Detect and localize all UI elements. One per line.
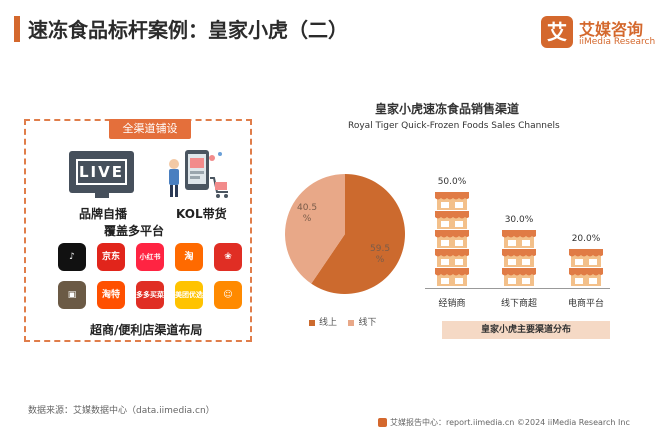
app-app-a-icon: ▣ — [58, 281, 86, 309]
bar-value-label: 20.0% — [571, 234, 601, 244]
logo-name-en: iiMedia Research — [579, 37, 656, 47]
store-icon — [435, 211, 469, 229]
footer: 艾媒报告中心：report.iimedia.cn ©2024 iiMedia R… — [378, 417, 630, 428]
store-icon — [569, 249, 603, 267]
bar-category-label: 电商平台 — [567, 299, 604, 309]
chart-title: 皇家小虎速冻食品销售渠道 — [375, 102, 520, 116]
footer-text: 艾媒报告中心：report.iimedia.cn ©2024 iiMedia R… — [390, 418, 630, 427]
platforms-label: 覆盖多平台 — [104, 224, 165, 238]
title-accent-bar — [14, 16, 20, 42]
app-douyin-icon: ♪ — [58, 243, 86, 271]
kol-label: KOL带货 — [176, 207, 227, 221]
live-label: 品牌自播 — [79, 207, 128, 221]
live-tv-icon: LIVE — [69, 151, 134, 193]
footer-logo-icon — [378, 418, 387, 427]
legend-offline: 线下 — [358, 318, 377, 328]
pie-label-online: 59.5% — [370, 244, 391, 265]
store-icon — [435, 249, 469, 267]
channel-chart-caption: 皇家小虎主要渠道分布 — [442, 321, 610, 339]
app-jd-icon: 京东 — [97, 243, 125, 271]
logo-mark-icon: 艾 — [541, 16, 573, 48]
x-axis-line — [425, 288, 610, 289]
data-source: 数据来源：艾媒数据中心（data.iimedia.cn） — [28, 406, 215, 416]
store-icon — [435, 192, 469, 210]
chart-subtitle: Royal Tiger Quick-Frozen Foods Sales Cha… — [348, 121, 560, 131]
store-icon — [502, 249, 536, 267]
bar-value-label: 50.0% — [437, 177, 467, 187]
logo-name-cn: 艾媒咨询 — [579, 20, 644, 39]
store-icon — [502, 268, 536, 286]
app-taote-icon: 淘特 — [97, 281, 125, 309]
app-pinduoduo-icon: ❀ — [214, 243, 242, 271]
legend-swatch-offline — [348, 319, 355, 326]
pie-slice-online — [311, 174, 405, 294]
app-duoduo-maicai-icon: 多多买菜 — [136, 281, 164, 309]
store-icon — [502, 230, 536, 248]
bar-category-label: 线下商超 — [500, 299, 537, 309]
bar-category-label: 经销商 — [438, 299, 466, 309]
app-xiaohongshu-icon: 小红书 — [136, 243, 164, 271]
page-title: 速冻食品标杆案例：皇家小虎（二） — [28, 18, 348, 42]
legend-online: 线上 — [319, 318, 338, 328]
panel-tag: 全渠道铺设 — [109, 119, 191, 139]
store-icon — [435, 268, 469, 286]
app-taobao-icon: 淘 — [175, 243, 203, 271]
pie-legend: 线上 线下 — [309, 315, 376, 328]
pie-slice-offline — [285, 174, 345, 284]
legend-swatch-online — [309, 319, 315, 326]
store-icon — [569, 268, 603, 286]
kol-phone-cart-icon — [169, 150, 228, 198]
pie-label-offline: 40.5% — [297, 203, 318, 224]
app-meituan-youxuan-icon: 美团优选 — [175, 281, 203, 309]
brand-logo: 艾 艾媒咨询 iiMedia Research — [541, 16, 655, 50]
live-text: LIVE — [76, 159, 127, 185]
bar-value-label: 30.0% — [504, 215, 534, 225]
sales-channel-pie — [285, 174, 405, 294]
app-app-b-icon: ☺ — [214, 281, 242, 309]
retail-label: 超商/便利店渠道布局 — [90, 323, 203, 337]
tv-stand — [95, 193, 109, 198]
store-icon — [435, 230, 469, 248]
